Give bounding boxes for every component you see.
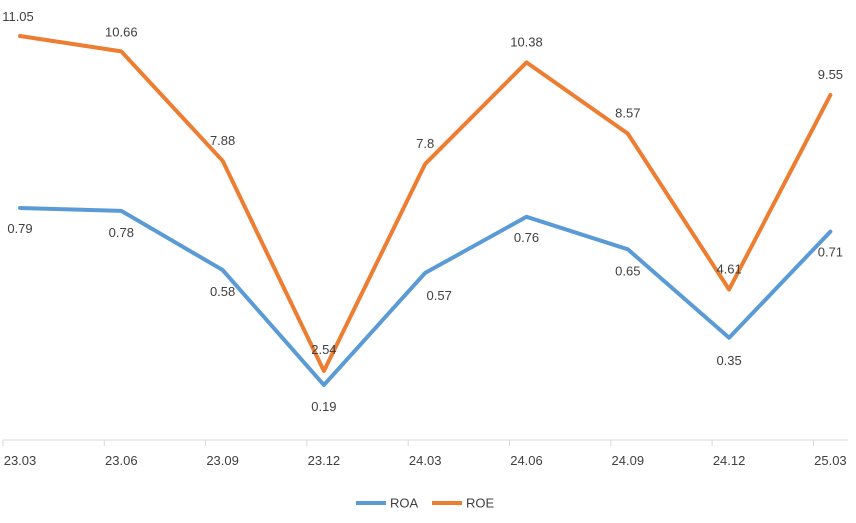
legend-label: ROA	[390, 496, 419, 511]
data-label-roe: 11.05	[2, 9, 34, 24]
data-label-roa: 0.65	[615, 263, 640, 278]
data-label-roe: 10.38	[510, 34, 543, 49]
data-label-roe: 9.55	[818, 67, 843, 82]
x-tick-label: 25.03	[814, 453, 847, 468]
x-axis: 23.03 23.06 23.09 23.12 24.03 24.06 24.09 24.12…	[2, 439, 848, 468]
data-label-roa: 0.58	[210, 284, 235, 299]
data-label-roa: 0.57	[427, 288, 452, 303]
data-label-roe: 4.61	[716, 262, 741, 277]
data-labels: 0.79 0.78 0.58 0.19 0.57 0.76 0.65 0.35 0.71 11.0…	[2, 9, 843, 414]
x-tick-label: 23.03	[4, 453, 37, 468]
x-tick-label: 23.12	[308, 453, 341, 468]
data-label-roa: 0.19	[311, 399, 336, 414]
x-tick-label: 24.12	[713, 453, 746, 468]
series-line-roa	[18, 206, 833, 387]
data-label-roe: 8.57	[615, 106, 640, 121]
series-lines	[18, 34, 833, 387]
data-label-roe: 7.8	[416, 136, 434, 151]
legend-item-roe: ROE	[432, 496, 495, 511]
data-label-roe: 10.66	[105, 24, 138, 39]
legend-item-roa: ROA	[356, 496, 419, 511]
x-tick-label: 23.09	[206, 453, 239, 468]
x-tick-label: 24.03	[409, 453, 442, 468]
data-label-roa: 0.79	[7, 221, 32, 236]
x-tick-label: 24.09	[612, 453, 645, 468]
legend: ROA ROE	[356, 496, 495, 511]
data-label-roa: 0.71	[818, 245, 843, 260]
data-label-roe: 2.54	[311, 342, 336, 357]
legend-label: ROE	[466, 496, 495, 511]
data-label-roe: 7.88	[210, 133, 235, 148]
data-label-roa: 0.78	[109, 225, 134, 240]
x-tick-label: 24.06	[510, 453, 543, 468]
data-label-roa: 0.35	[716, 353, 741, 368]
series-line-roe	[18, 34, 833, 373]
data-label-roa: 0.76	[514, 230, 539, 245]
x-tick-label: 23.06	[105, 453, 138, 468]
